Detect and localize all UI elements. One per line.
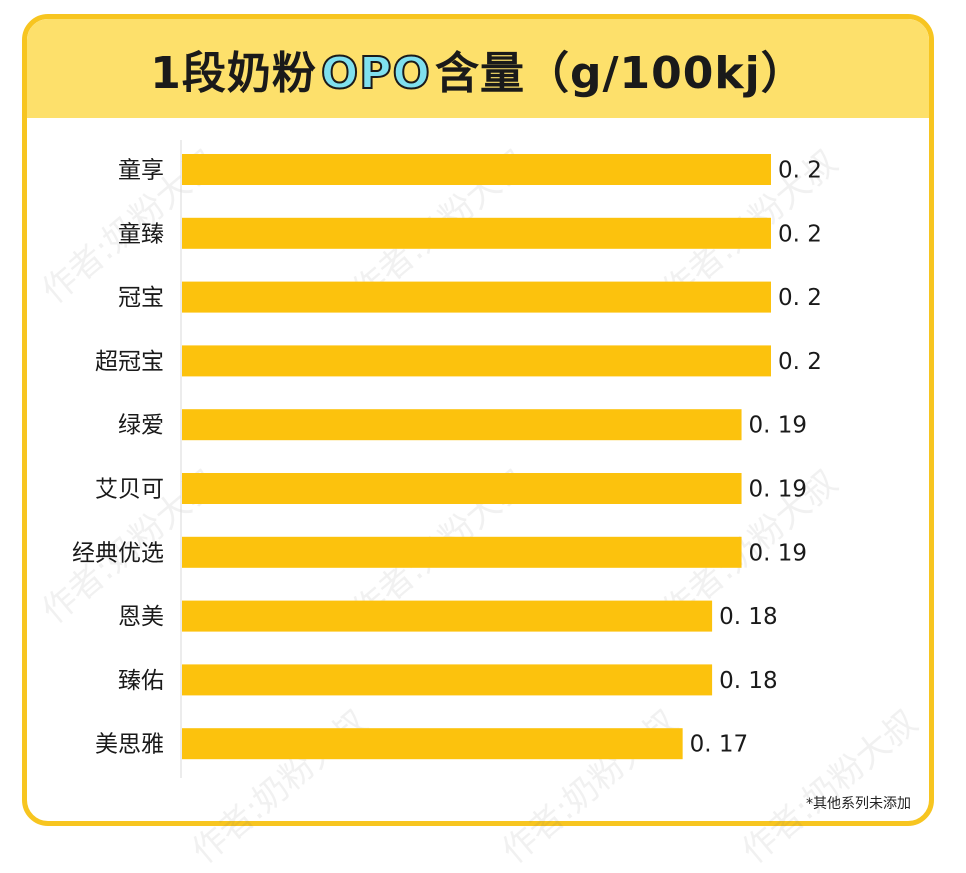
- category-label: 恩美: [118, 604, 164, 630]
- value-label: 0. 19: [749, 413, 808, 439]
- title-suffix: 含量（g/100kj）: [434, 47, 806, 99]
- category-label: 绿爱: [118, 413, 164, 439]
- category-label: 童享: [118, 158, 164, 184]
- bar-0: [182, 154, 771, 185]
- value-label: 0. 2: [778, 221, 822, 247]
- value-label: 0. 2: [778, 349, 822, 375]
- bar-2: [182, 281, 771, 313]
- value-label: 0. 18: [719, 604, 778, 630]
- bar-5: [182, 473, 742, 504]
- value-label: 0. 19: [749, 477, 808, 503]
- category-label: 美思雅: [95, 732, 164, 758]
- value-label: 0. 2: [778, 285, 822, 311]
- bar-6: [182, 536, 742, 568]
- category-label: 童臻: [118, 221, 164, 247]
- bar-1: [182, 217, 771, 249]
- category-label: 超冠宝: [95, 349, 164, 375]
- chart-header: 1段奶粉OPO含量（g/100kj）: [27, 19, 929, 118]
- value-label: 0. 17: [690, 732, 749, 758]
- category-label: 经典优选: [72, 540, 164, 566]
- category-label: 冠宝: [118, 285, 164, 311]
- bar-chart: 童享 0. 2 童臻 0. 2 冠宝 0. 2 超冠宝 0. 2 绿爱 0. 19 艾贝可 0. 19…: [72, 140, 822, 778]
- title-highlight: OPO: [320, 47, 431, 100]
- bar-4: [182, 409, 742, 441]
- bar-3: [182, 345, 771, 377]
- bar-7: [182, 600, 713, 632]
- value-label: 0. 2: [778, 158, 822, 184]
- value-label: 0. 18: [719, 668, 778, 694]
- bar-8: [182, 664, 713, 696]
- footnote: *其他系列未添加: [806, 796, 911, 812]
- category-label: 艾贝可: [95, 477, 164, 503]
- category-label: 臻佑: [118, 668, 164, 694]
- bar-9: [182, 728, 683, 760]
- title-prefix: 1段奶粉: [150, 47, 317, 99]
- value-label: 0. 19: [749, 540, 808, 566]
- chart-title: 1段奶粉OPO含量（g/100kj）: [150, 37, 805, 101]
